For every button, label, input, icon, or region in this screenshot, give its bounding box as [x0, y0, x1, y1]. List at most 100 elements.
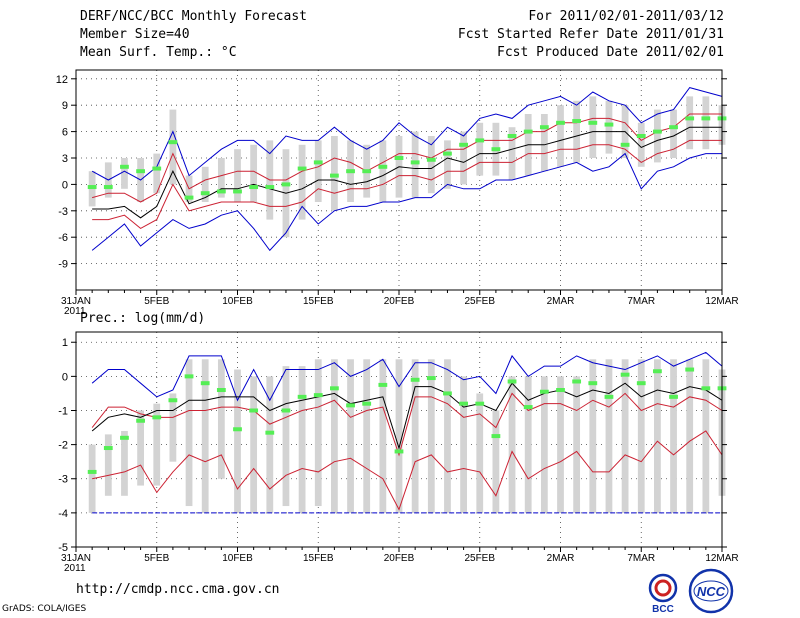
ensemble-box — [298, 366, 306, 513]
ensemble-box — [201, 166, 209, 202]
x-tick-label: 12MAR — [705, 296, 738, 307]
median-marker — [426, 157, 436, 162]
min-line — [91, 152, 722, 252]
ensemble-box — [153, 153, 161, 194]
median-marker — [653, 369, 662, 374]
ensemble-box — [670, 109, 677, 158]
median-marker — [459, 142, 468, 147]
ensemble-box — [444, 140, 451, 189]
ensemble-box — [217, 359, 225, 479]
ensemble-box — [557, 105, 564, 167]
median-marker — [539, 125, 549, 130]
median-marker — [620, 372, 630, 377]
ensemble-box — [508, 127, 516, 180]
median-marker — [685, 116, 695, 121]
x-tick-label: 12MAR — [705, 553, 738, 564]
ncc-logo-text: NCC — [697, 584, 726, 599]
x-tick-year: 2011 — [64, 563, 86, 574]
median-marker — [313, 160, 323, 165]
median-marker — [475, 401, 485, 406]
x-tick-label: 31JAN — [61, 296, 91, 307]
x-tick-label: 15FEB — [303, 553, 334, 564]
median-marker — [523, 405, 533, 410]
median-marker — [459, 401, 468, 406]
ensemble-box — [363, 359, 371, 513]
x-tick-label: 5FEB — [144, 553, 169, 564]
median-marker — [265, 185, 275, 190]
ensemble-box — [702, 359, 710, 513]
median-marker — [620, 142, 630, 147]
median-marker — [103, 185, 113, 190]
median-marker — [233, 427, 242, 432]
ensemble-box — [314, 140, 322, 202]
lower-quantile-line — [92, 430, 723, 511]
bcc-logo-icon: BCC — [648, 573, 678, 614]
ensemble-box — [331, 359, 338, 513]
ensemble-box — [670, 359, 677, 513]
median-marker — [669, 394, 678, 399]
median-marker — [475, 138, 485, 143]
y-tick-label: -2 — [58, 440, 68, 452]
x-tick-label: 15FEB — [303, 296, 334, 307]
ensemble-box — [250, 144, 258, 202]
y-tick-label: -1 — [58, 405, 68, 417]
median-marker — [281, 182, 291, 187]
ensemble-box — [314, 359, 322, 507]
max-line — [91, 351, 723, 402]
ensemble-box — [444, 359, 451, 513]
x-tick-label: 25FEB — [464, 296, 495, 307]
forecast-period: For 2011/02/01-2011/03/12 — [528, 9, 724, 24]
ensemble-box — [637, 359, 645, 513]
ensemble-box — [427, 359, 435, 513]
median-marker — [297, 394, 307, 399]
median-marker — [572, 119, 582, 124]
upper-quantile-line — [91, 392, 723, 457]
median-marker — [281, 408, 291, 413]
median-marker — [507, 134, 517, 138]
y-tick-label: 9 — [62, 100, 68, 112]
ensemble-box — [621, 359, 629, 513]
ensemble-box — [637, 122, 645, 167]
ensemble-box — [234, 149, 241, 202]
member-size: Member Size=40 — [80, 27, 190, 42]
ensemble-box — [460, 131, 467, 185]
chart-title: DERF/NCC/BCC Monthly Forecast — [80, 9, 307, 24]
x-tick-label: 7MAR — [627, 553, 655, 564]
y-tick-label: -6 — [58, 232, 68, 244]
median-marker — [87, 469, 97, 474]
variable-label: Mean Surf. Temp.: °C — [80, 45, 237, 60]
ensemble-box — [492, 410, 500, 513]
header-left: DERF/NCC/BCC Monthly Forecast Member Siz… — [80, 8, 307, 62]
ensemble-box — [266, 376, 274, 513]
median-marker — [168, 140, 178, 145]
median-marker — [588, 120, 598, 125]
median-marker — [410, 160, 420, 165]
median-marker — [701, 386, 711, 391]
max-line — [91, 87, 723, 181]
lower-quantile-line — [92, 139, 722, 229]
median-marker — [136, 169, 145, 174]
ensemble-box — [104, 434, 112, 496]
median-marker — [330, 386, 339, 391]
source-url[interactable]: http://cmdp.ncc.cma.gov.cn — [76, 582, 280, 597]
median-marker — [394, 156, 404, 160]
median-marker — [378, 164, 388, 169]
median-marker — [507, 379, 517, 384]
ensemble-box — [395, 359, 403, 513]
forecast-produced-date: Fcst Produced Date 2011/02/01 — [497, 45, 724, 60]
y-tick-label: 12 — [56, 74, 68, 86]
ensemble-box — [589, 96, 597, 158]
ensemble-box — [137, 410, 144, 486]
x-tick-label: 7MAR — [627, 296, 655, 307]
median-marker — [120, 164, 129, 169]
ensemble-box — [250, 376, 258, 513]
median-marker — [200, 381, 210, 386]
median-marker — [378, 382, 388, 387]
ensemble-box — [476, 393, 484, 513]
median-marker — [136, 418, 145, 423]
median-marker — [184, 195, 194, 200]
median-marker — [443, 391, 452, 396]
median-marker — [410, 377, 420, 382]
